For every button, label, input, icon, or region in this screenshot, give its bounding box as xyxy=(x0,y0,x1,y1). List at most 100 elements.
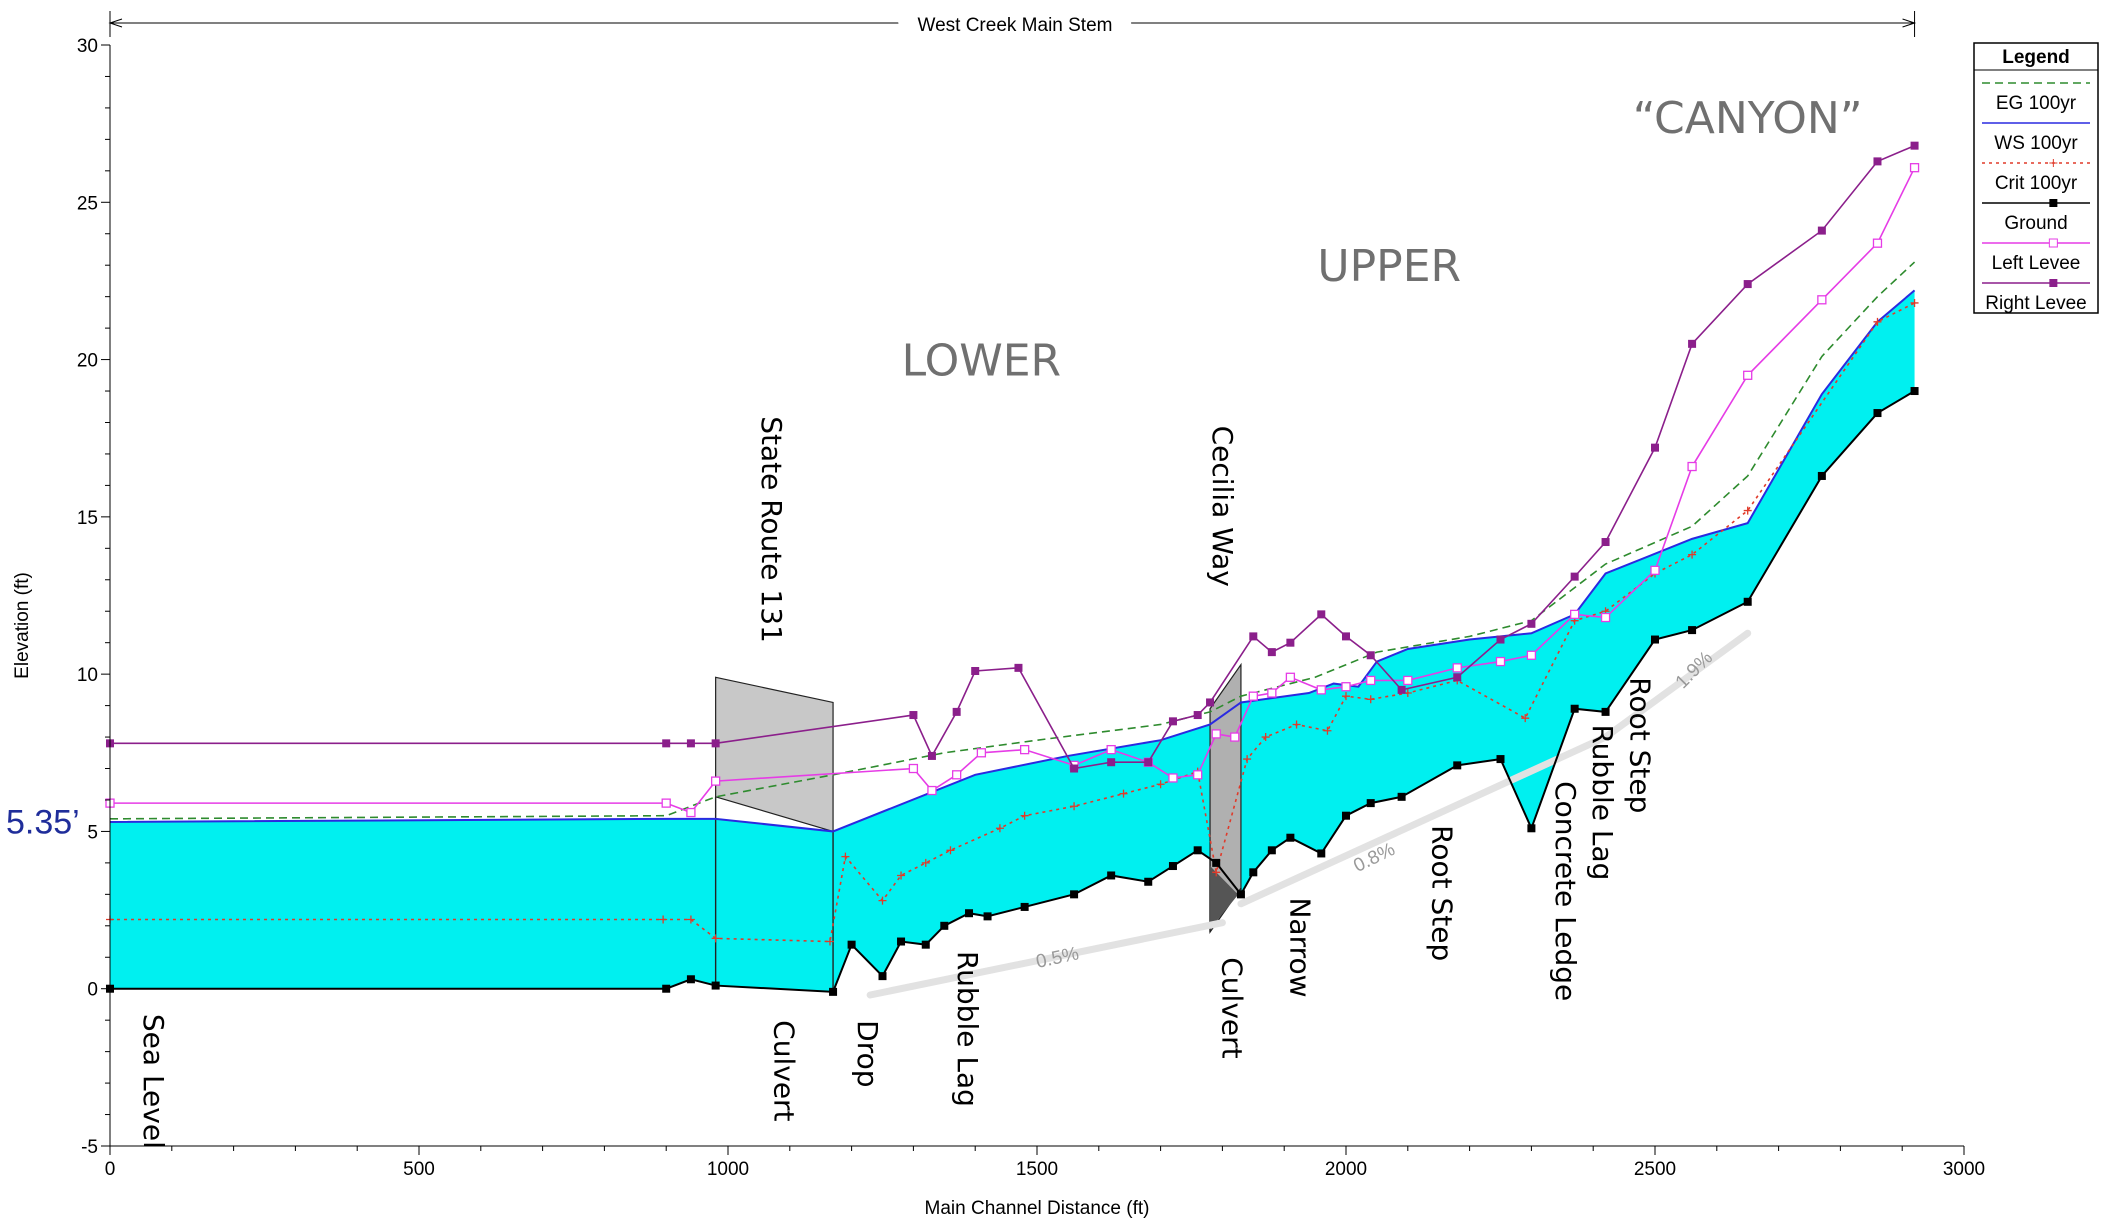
legend-label: Right Levee xyxy=(1985,293,2086,314)
legend-marker xyxy=(2049,199,2058,207)
data-point xyxy=(711,739,720,748)
data-point xyxy=(983,912,992,921)
data-point xyxy=(1193,846,1202,855)
structure-deck xyxy=(715,676,834,833)
data-point xyxy=(1495,656,1506,667)
data-point xyxy=(662,984,671,993)
data-point xyxy=(1193,711,1202,720)
data-point xyxy=(976,748,987,758)
data-point xyxy=(1521,714,1530,723)
data-point xyxy=(927,785,937,796)
legend-label: EG 100yr xyxy=(1996,93,2077,114)
data-point xyxy=(1366,799,1375,808)
data-point xyxy=(1267,688,1277,698)
y-tick-label: 20 xyxy=(77,351,98,372)
data-point xyxy=(1366,651,1375,660)
series-line xyxy=(110,167,1916,814)
slope-lines-layer xyxy=(866,629,1752,999)
legend-box xyxy=(1973,42,2099,314)
data-point xyxy=(1366,675,1376,686)
data-point xyxy=(1743,280,1752,289)
data-point xyxy=(1817,226,1826,235)
data-point xyxy=(1267,648,1276,657)
data-point xyxy=(1144,877,1153,886)
data-point xyxy=(1910,298,1919,307)
data-point xyxy=(1342,692,1350,701)
data-point xyxy=(1236,890,1245,899)
legend-marker xyxy=(2049,279,2058,287)
data-point xyxy=(1212,868,1221,877)
data-point xyxy=(1107,758,1116,767)
feature-label: Sea Level xyxy=(137,1014,170,1149)
data-point xyxy=(1397,792,1406,801)
data-point xyxy=(1910,141,1919,150)
data-point xyxy=(1119,789,1128,798)
region-label: UPPER xyxy=(1317,241,1461,292)
data-point xyxy=(711,934,720,943)
series-group xyxy=(105,163,1920,818)
legend-marker xyxy=(2049,159,2058,167)
data-point xyxy=(1316,685,1326,695)
data-point xyxy=(952,707,961,716)
data-point xyxy=(686,807,696,818)
legend-label: Ground xyxy=(2004,213,2067,234)
data-point xyxy=(1651,443,1659,452)
data-point xyxy=(829,987,838,996)
feature-label: Concrete Ledge xyxy=(1549,781,1582,1001)
data-point xyxy=(1286,638,1295,647)
data-point xyxy=(1285,672,1296,682)
data-point xyxy=(841,852,850,861)
feature-label: Narrow xyxy=(1283,897,1316,997)
data-point xyxy=(1651,635,1659,644)
series-layer xyxy=(105,141,1920,996)
data-point xyxy=(1317,849,1326,858)
x-tick-label: 1500 xyxy=(1016,1159,1058,1180)
data-point xyxy=(940,921,949,930)
data-point xyxy=(1267,846,1276,855)
y-tick-label: 25 xyxy=(77,193,98,214)
data-point xyxy=(1292,720,1301,729)
y-tick-label: 10 xyxy=(77,665,98,686)
data-point xyxy=(1688,550,1697,559)
data-point xyxy=(971,666,980,675)
data-point xyxy=(1601,538,1610,547)
data-point xyxy=(1212,858,1221,867)
y-tick-label: 30 xyxy=(77,36,98,57)
region-label: “CANYON” xyxy=(1633,93,1863,144)
data-point xyxy=(921,940,930,949)
series-line xyxy=(110,144,1915,770)
x-tick-label: 2500 xyxy=(1634,1159,1676,1180)
data-point xyxy=(1206,698,1215,707)
feature-label: Drop xyxy=(851,1020,884,1087)
data-point xyxy=(1743,506,1752,515)
data-point xyxy=(1249,868,1258,877)
data-point xyxy=(847,940,856,949)
axes-layer: 0 500 1000 1500 2000 2500 3000 -5 0 5 10 15 20 25 30 xyxy=(77,11,1985,1180)
data-point xyxy=(1743,370,1753,380)
data-point xyxy=(1019,744,1030,755)
water-fill-layer xyxy=(110,290,1915,992)
data-point xyxy=(1168,717,1177,726)
data-point xyxy=(1193,770,1203,780)
data-point xyxy=(1650,565,1660,575)
data-point xyxy=(710,776,721,786)
data-point xyxy=(1527,619,1536,628)
data-point xyxy=(1243,755,1252,764)
water-fill xyxy=(110,290,1915,992)
data-point xyxy=(1342,811,1350,820)
slope-label: 0.5% xyxy=(1034,943,1081,973)
data-point xyxy=(927,751,936,760)
data-point xyxy=(1909,163,1920,173)
data-point xyxy=(1688,626,1697,635)
data-point xyxy=(659,915,668,924)
legend-label: WS 100yr xyxy=(1994,133,2078,154)
slope-line xyxy=(866,919,1226,999)
data-point xyxy=(1107,871,1116,880)
x-tick-label: 2000 xyxy=(1325,1159,1367,1180)
data-point xyxy=(1453,761,1462,770)
data-point xyxy=(711,981,720,990)
data-point xyxy=(686,975,695,984)
x-axis-title: Main Channel Distance (ft) xyxy=(925,1198,1150,1219)
feature-label: Root Step xyxy=(1623,677,1656,813)
